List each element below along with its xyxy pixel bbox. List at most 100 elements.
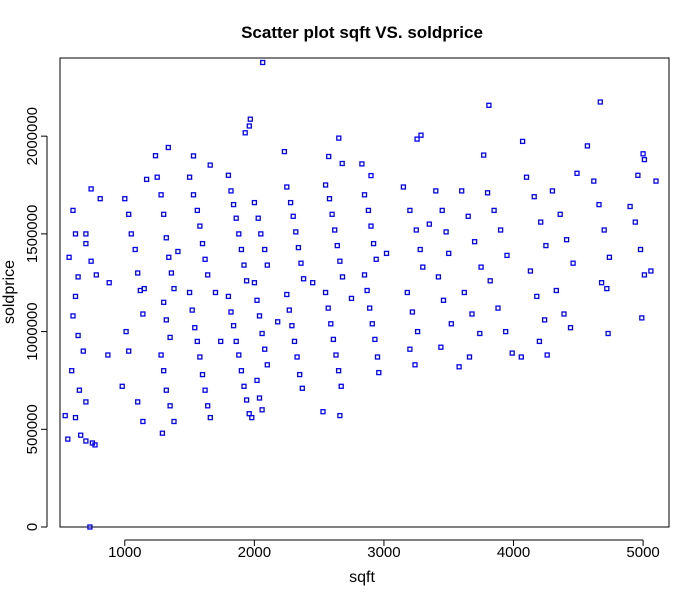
data-point	[413, 227, 419, 233]
data-point	[509, 350, 515, 356]
data-point	[106, 280, 112, 286]
data-point	[259, 407, 265, 413]
y-tick-label: 1500000	[24, 205, 41, 263]
data-point	[199, 240, 206, 247]
data-point	[426, 221, 432, 227]
data-point	[132, 246, 138, 253]
data-point	[330, 336, 337, 343]
data-point	[83, 240, 89, 247]
data-point	[264, 362, 270, 368]
data-point	[534, 293, 540, 300]
data-point	[190, 153, 197, 159]
data-point	[574, 170, 580, 176]
data-point	[338, 383, 344, 389]
data-point	[465, 213, 471, 219]
data-point	[459, 188, 465, 194]
data-point	[549, 188, 556, 194]
data-point	[212, 289, 219, 296]
data-point	[72, 414, 79, 421]
data-point	[284, 291, 290, 298]
data-point	[236, 231, 242, 237]
data-point	[236, 352, 242, 358]
data-point	[504, 252, 510, 259]
y-tick-label: 1000000	[24, 302, 41, 360]
data-point	[553, 287, 559, 294]
data-point	[194, 207, 200, 214]
x-axis-label: sqft	[349, 569, 375, 586]
data-point	[241, 262, 247, 268]
data-point	[438, 344, 444, 350]
data-point	[418, 132, 424, 138]
y-axis: 0 500000 1000000 1500000 2000000	[24, 107, 48, 531]
data-point	[207, 414, 213, 421]
data-point	[348, 295, 355, 302]
data-point	[333, 352, 339, 358]
data-point	[93, 272, 99, 278]
data-point	[359, 161, 365, 167]
data-point	[477, 330, 483, 337]
data-points	[62, 59, 659, 530]
data-point	[166, 254, 172, 260]
data-point	[541, 317, 548, 323]
data-point	[70, 313, 76, 319]
data-point	[320, 409, 326, 415]
data-point	[251, 280, 258, 286]
data-point	[481, 152, 487, 158]
data-point	[259, 330, 265, 337]
y-tick-label: 2000000	[24, 107, 41, 165]
data-point	[284, 184, 290, 190]
data-point	[334, 242, 340, 249]
data-point	[190, 192, 197, 198]
data-point	[310, 280, 316, 286]
y-tick-label: 0	[24, 523, 41, 531]
data-point	[163, 387, 169, 393]
data-point	[325, 305, 331, 311]
data-point	[159, 430, 166, 436]
data-point	[544, 352, 550, 358]
data-point	[294, 354, 300, 360]
data-point	[369, 321, 375, 327]
x-tick-label: 3000	[367, 544, 400, 561]
data-point	[417, 246, 423, 253]
data-point	[536, 338, 543, 345]
data-point	[456, 364, 462, 370]
data-point	[135, 270, 141, 276]
data-point	[126, 211, 132, 217]
data-point	[264, 262, 270, 268]
data-point	[407, 346, 413, 352]
data-point	[163, 235, 169, 241]
data-point	[300, 276, 307, 282]
data-point	[523, 174, 530, 180]
data-point	[337, 258, 343, 264]
data-point	[254, 377, 260, 384]
data-point	[567, 325, 574, 331]
data-point	[189, 307, 195, 313]
x-axis: 1000 2000 3000 4000 5000	[108, 539, 660, 561]
data-point	[400, 184, 407, 190]
data-point	[372, 336, 378, 343]
data-point	[409, 309, 416, 315]
data-point	[161, 299, 167, 305]
data-point	[336, 135, 342, 141]
data-point	[570, 260, 576, 266]
data-point	[591, 178, 597, 184]
data-point	[69, 368, 75, 374]
data-point	[332, 227, 338, 233]
data-point	[635, 172, 641, 178]
data-point	[228, 188, 234, 194]
data-point	[251, 199, 258, 206]
data-point	[163, 317, 169, 323]
data-point	[75, 332, 81, 339]
data-point	[295, 244, 302, 251]
data-point	[247, 116, 253, 122]
data-point	[412, 362, 418, 368]
data-point	[639, 315, 645, 321]
data-point	[420, 264, 426, 270]
data-point	[440, 297, 447, 303]
data-point	[484, 190, 491, 196]
data-point	[228, 309, 234, 315]
data-point	[75, 274, 81, 280]
data-point	[322, 182, 329, 188]
data-point	[126, 348, 132, 354]
